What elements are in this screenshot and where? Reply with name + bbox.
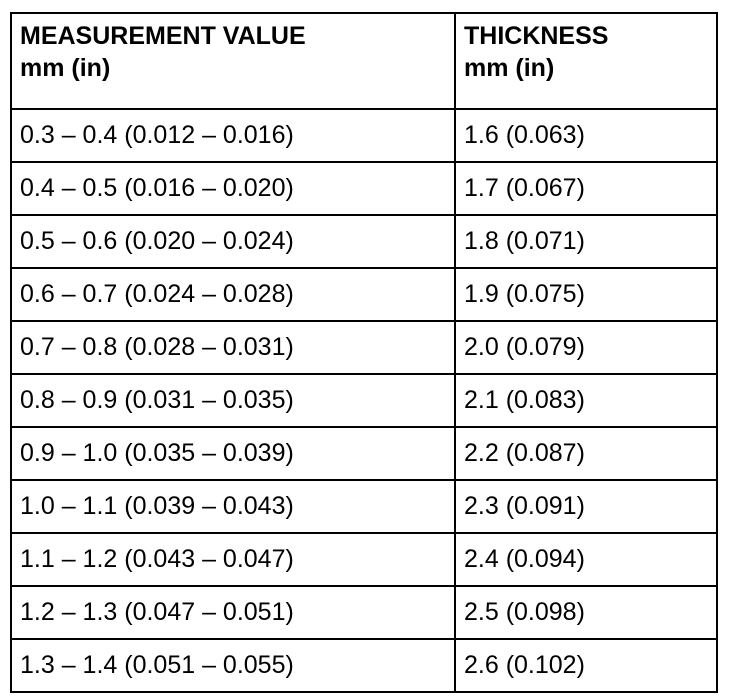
- row: 1.1 – 1.2 (0.043 – 0.047) 2.4 (0.094): [10, 532, 718, 587]
- cell: 1.2 – 1.3 (0.047 – 0.051): [10, 585, 456, 640]
- header-cell: MEASUREMENT VALUE mm (in): [10, 12, 456, 110]
- header-cell: THICKNESS mm (in): [454, 12, 718, 110]
- cell: 1.0 – 1.1 (0.039 – 0.043): [10, 479, 456, 534]
- table: MEASUREMENT VALUE mm (in) THICKNESS mm (in)…: [10, 12, 718, 693]
- cell: 0.5 – 0.6 (0.020 – 0.024): [10, 214, 456, 269]
- cell: 1.3 – 1.4 (0.051 – 0.055): [10, 638, 456, 693]
- cell: 1.8 (0.071): [454, 214, 718, 269]
- cell: 2.2 (0.087): [454, 426, 718, 481]
- cell: 1.9 (0.075): [454, 267, 718, 322]
- row: 1.2 – 1.3 (0.047 – 0.051) 2.5 (0.098): [10, 585, 718, 640]
- row: 0.3 – 0.4 (0.012 – 0.016) 1.6 (0.063): [10, 108, 718, 163]
- row: 1.0 – 1.1 (0.039 – 0.043) 2.3 (0.091): [10, 479, 718, 534]
- cell: 2.1 (0.083): [454, 373, 718, 428]
- row: 0.6 – 0.7 (0.024 – 0.028) 1.9 (0.075): [10, 267, 718, 322]
- cell: 2.5 (0.098): [454, 585, 718, 640]
- header-row: MEASUREMENT VALUE mm (in) THICKNESS mm (in): [10, 12, 718, 110]
- row: 0.5 – 0.6 (0.020 – 0.024) 1.8 (0.071): [10, 214, 718, 269]
- cell: 1.1 – 1.2 (0.043 – 0.047): [10, 532, 456, 587]
- row: 0.8 – 0.9 (0.031 – 0.035) 2.1 (0.083): [10, 373, 718, 428]
- row: 1.3 – 1.4 (0.051 – 0.055) 2.6 (0.102): [10, 638, 718, 693]
- cell: 0.4 – 0.5 (0.016 – 0.020): [10, 161, 456, 216]
- cell: 1.7 (0.067): [454, 161, 718, 216]
- header-text: mm (in): [20, 54, 111, 82]
- cell: 0.6 – 0.7 (0.024 – 0.028): [10, 267, 456, 322]
- cell: 2.6 (0.102): [454, 638, 718, 693]
- table-body: MEASUREMENT VALUE mm (in) THICKNESS mm (in)…: [10, 12, 718, 693]
- cell: 1.6 (0.063): [454, 108, 718, 163]
- header-text: mm (in): [464, 54, 555, 82]
- cell: 2.4 (0.094): [454, 532, 718, 587]
- header-text: MEASUREMENT VALUE: [20, 22, 306, 50]
- row: 0.4 – 0.5 (0.016 – 0.020) 1.7 (0.067): [10, 161, 718, 216]
- cell: 0.9 – 1.0 (0.035 – 0.039): [10, 426, 456, 481]
- cell: 0.3 – 0.4 (0.012 – 0.016): [10, 108, 456, 163]
- cell: 2.3 (0.091): [454, 479, 718, 534]
- cell: 2.0 (0.079): [454, 320, 718, 375]
- header-text: THICKNESS: [464, 22, 609, 50]
- cell: 0.7 – 0.8 (0.028 – 0.031): [10, 320, 456, 375]
- row: 0.7 – 0.8 (0.028 – 0.031) 2.0 (0.079): [10, 320, 718, 375]
- row: 0.9 – 1.0 (0.035 – 0.039) 2.2 (0.087): [10, 426, 718, 481]
- cell: 0.8 – 0.9 (0.031 – 0.035): [10, 373, 456, 428]
